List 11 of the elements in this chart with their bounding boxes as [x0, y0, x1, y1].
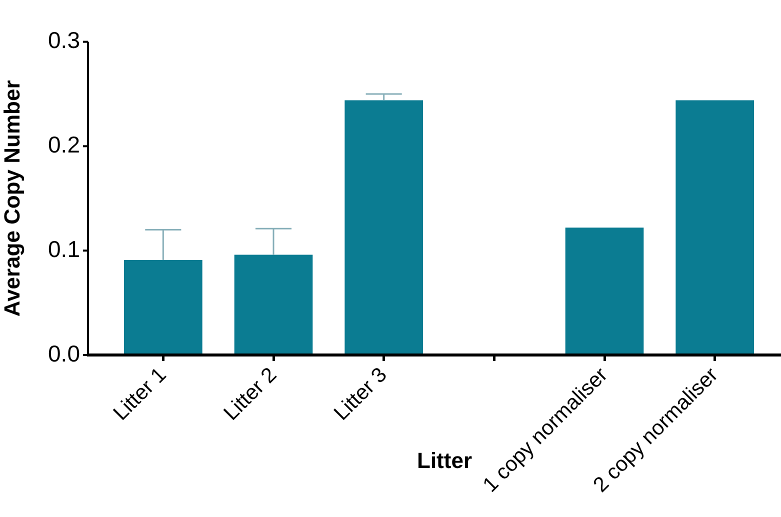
x-axis-title: Litter — [417, 448, 472, 474]
y-tick-label: 0.2 — [48, 132, 80, 158]
bar — [565, 228, 644, 355]
bar — [234, 254, 313, 355]
y-axis-title: Average Copy Number — [0, 80, 24, 317]
y-tick-label: 0.1 — [48, 236, 80, 262]
bar — [344, 100, 423, 355]
y-tick-label: 0.3 — [48, 27, 80, 54]
bar — [676, 100, 754, 355]
y-tick-label: 0.0 — [48, 340, 80, 366]
bar — [124, 260, 202, 355]
